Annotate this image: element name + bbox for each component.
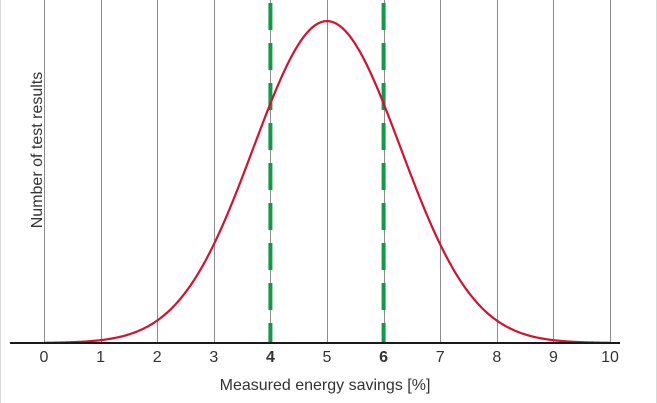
x-tick-label-2: 2 [153,349,162,366]
distribution-curve-0 [43,19,611,344]
x-tick-label-7: 7 [436,349,445,366]
x-tick-label-8: 8 [492,349,501,366]
x-tick-label-10: 10 [601,349,619,366]
x-tick-label-6: 6 [379,349,388,366]
threshold-markers [268,3,386,343]
x-tick-label-9: 9 [549,349,558,366]
x-tick-label-5: 5 [323,349,332,366]
grid [44,0,611,343]
x-tick-label-0: 0 [40,349,49,366]
x-tick-labels: 0 1 2 3 4 5 6 7 8 9 10 [40,349,619,366]
x-axis-title: Measured energy savings [%] [220,377,431,394]
x-tick-label-4: 4 [266,349,275,366]
x-tick-label-1: 1 [96,349,105,366]
x-tick-label-3: 3 [209,349,218,366]
series-layer [43,19,611,344]
y-axis-title: Number of test results [29,72,46,229]
